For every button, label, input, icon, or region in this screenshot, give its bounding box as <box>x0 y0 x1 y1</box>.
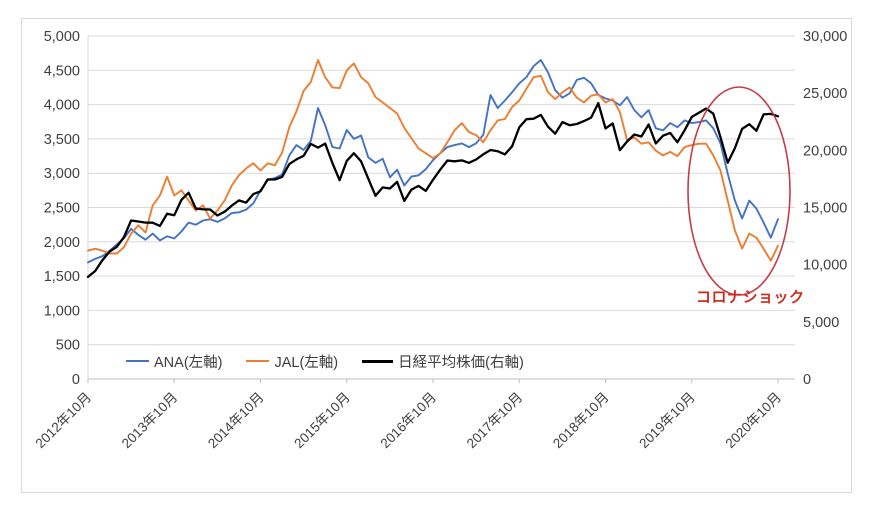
right-axis-tick-label: 25,000 <box>803 86 847 102</box>
legend-label-jal: JAL(左軸) <box>274 354 339 371</box>
x-axis-tick-label: 2017年10月 <box>464 390 526 452</box>
left-axis-tick-label: 3,000 <box>44 166 80 182</box>
corona-shock-ellipse <box>687 86 791 296</box>
x-axis-tick-label: 2020年10月 <box>723 390 785 452</box>
legend-item-nikkei: 日経平均株価(右軸) <box>362 351 524 372</box>
series-line-jal <box>87 59 779 262</box>
right-axis-tick-label: 15,000 <box>803 201 847 217</box>
nikkei-line-sample-icon <box>362 359 394 363</box>
left-axis-tick-label: 3,500 <box>44 132 80 148</box>
legend-label-nikkei: 日経平均株価(右軸) <box>398 354 524 371</box>
x-axis-tick-label: 2012年10月 <box>33 390 95 452</box>
ana-line-sample-icon <box>126 360 149 362</box>
legend-label-ana: ANA(左軸) <box>154 354 223 371</box>
left-axis-tick-label: 0 <box>72 372 80 388</box>
x-axis-tick-label: 2014年10月 <box>205 390 267 452</box>
x-axis-tick-label: 2019年10月 <box>636 390 698 452</box>
left-axis-tick-label: 4,500 <box>44 63 80 79</box>
legend-item-ana: ANA(左軸) <box>126 351 222 372</box>
left-axis-tick-label: 1,000 <box>44 303 80 319</box>
series-line-nikkei <box>86 102 780 279</box>
legend-item-jal: JAL(左軸) <box>246 351 338 372</box>
chart-frame <box>21 18 852 493</box>
x-axis-tick-label: 2018年10月 <box>550 390 612 452</box>
right-axis-tick-label: 5,000 <box>803 315 839 331</box>
right-axis-tick-label: 20,000 <box>803 143 847 159</box>
left-axis-tick-label: 1,500 <box>44 269 80 285</box>
left-axis-tick-label: 2,000 <box>44 235 80 251</box>
legend: ANA(左軸) JAL(左軸) 日経平均株価(右軸) <box>126 351 524 371</box>
x-axis-tick-label: 2013年10月 <box>119 390 181 452</box>
x-axis-tick-label: 2015年10月 <box>291 390 353 452</box>
left-axis-tick-label: 4,000 <box>44 98 80 114</box>
right-axis-tick-label: 10,000 <box>803 258 847 274</box>
corona-shock-label: コロナショック <box>696 289 805 306</box>
left-axis-tick-label: 2,500 <box>44 201 80 217</box>
jal-line-sample-icon <box>246 360 270 362</box>
right-axis-tick-label: 30,000 <box>803 29 847 45</box>
left-axis-tick-label: 500 <box>56 338 80 354</box>
left-axis-tick-label: 5,000 <box>44 29 80 45</box>
x-axis-tick-label: 2016年10月 <box>378 390 440 452</box>
right-axis-tick-label: 0 <box>803 372 811 388</box>
series-line-ana <box>87 59 779 264</box>
